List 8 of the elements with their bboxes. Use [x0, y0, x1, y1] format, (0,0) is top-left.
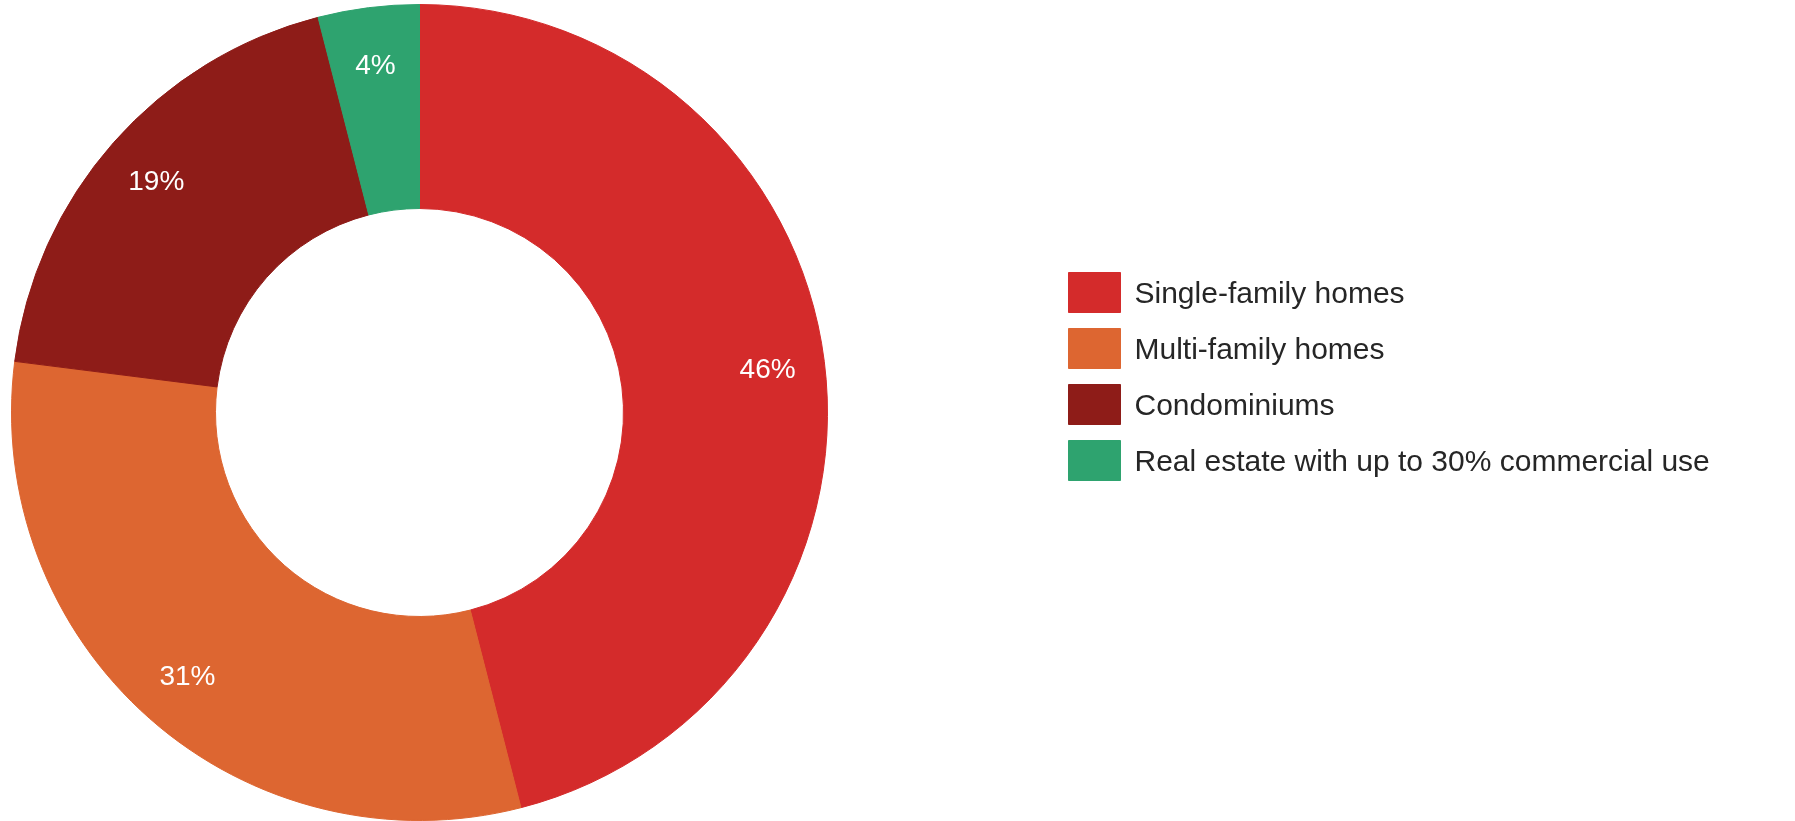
legend-label: Real estate with up to 30% commercial use: [1134, 444, 1710, 477]
legend-label: Multi-family homes: [1134, 332, 1385, 365]
data-label: 19%: [128, 164, 185, 196]
data-label: 4%: [355, 48, 396, 80]
data-label: 46%: [739, 353, 796, 385]
legend-label: Condominiums: [1134, 388, 1335, 421]
legend-label: Single-family homes: [1134, 276, 1405, 309]
data-label: 31%: [159, 660, 216, 692]
